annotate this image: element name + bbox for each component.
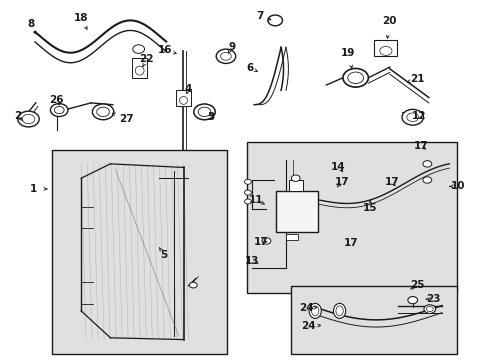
Text: 2: 2: [14, 111, 21, 121]
Bar: [246, 142, 456, 293]
Text: 17: 17: [253, 237, 268, 247]
Text: 4: 4: [184, 84, 192, 94]
Circle shape: [262, 238, 270, 244]
Text: 6: 6: [246, 63, 253, 73]
Circle shape: [267, 15, 282, 26]
Text: 13: 13: [244, 256, 259, 266]
Text: 9: 9: [228, 42, 235, 51]
Ellipse shape: [308, 303, 321, 319]
Text: 25: 25: [409, 280, 424, 290]
Text: 18: 18: [74, 13, 88, 23]
Circle shape: [18, 111, 39, 127]
Text: 23: 23: [426, 294, 440, 304]
Text: 24: 24: [299, 303, 314, 314]
Circle shape: [189, 282, 197, 288]
Ellipse shape: [333, 303, 345, 319]
Text: 17: 17: [343, 238, 357, 248]
Ellipse shape: [270, 18, 280, 23]
Circle shape: [342, 68, 367, 87]
Text: 1: 1: [30, 184, 38, 194]
Bar: [290, 286, 456, 354]
Text: 20: 20: [382, 17, 396, 27]
Text: 5: 5: [160, 249, 167, 260]
Circle shape: [50, 104, 68, 117]
Circle shape: [291, 175, 300, 181]
Bar: [52, 149, 227, 354]
Circle shape: [133, 45, 144, 53]
Circle shape: [244, 199, 251, 204]
Ellipse shape: [379, 46, 391, 55]
Bar: [132, 58, 147, 78]
Circle shape: [97, 107, 109, 117]
Bar: [373, 40, 396, 56]
Text: 21: 21: [409, 74, 424, 84]
Text: 17: 17: [334, 177, 348, 187]
Circle shape: [22, 114, 35, 124]
Bar: [276, 191, 317, 232]
Text: 17: 17: [384, 177, 398, 187]
Ellipse shape: [311, 306, 318, 316]
Text: 14: 14: [330, 162, 345, 172]
Circle shape: [54, 107, 64, 114]
Circle shape: [422, 177, 431, 183]
Text: 19: 19: [340, 48, 354, 58]
Text: 22: 22: [139, 54, 153, 64]
Text: 11: 11: [248, 195, 263, 205]
Circle shape: [193, 104, 215, 120]
Circle shape: [406, 113, 418, 122]
Circle shape: [426, 307, 432, 312]
Circle shape: [423, 305, 435, 314]
Text: 3: 3: [207, 112, 215, 122]
Text: 10: 10: [450, 181, 465, 192]
Bar: [285, 234, 298, 240]
Ellipse shape: [179, 96, 187, 104]
Text: 12: 12: [411, 111, 426, 121]
Circle shape: [407, 297, 417, 304]
Circle shape: [244, 190, 251, 195]
Text: 17: 17: [413, 141, 427, 151]
Text: 24: 24: [301, 321, 316, 331]
Text: 8: 8: [27, 19, 35, 29]
Ellipse shape: [135, 66, 144, 75]
Circle shape: [422, 161, 431, 167]
Bar: [288, 180, 303, 191]
Circle shape: [216, 49, 235, 63]
Text: 15: 15: [362, 203, 377, 213]
Text: 27: 27: [119, 114, 134, 124]
Circle shape: [220, 52, 231, 60]
Circle shape: [198, 107, 210, 117]
Circle shape: [347, 72, 363, 84]
Circle shape: [92, 104, 114, 120]
Text: 16: 16: [158, 45, 172, 55]
Bar: [176, 90, 190, 107]
Circle shape: [401, 109, 423, 125]
Text: 7: 7: [256, 11, 263, 21]
Text: 26: 26: [49, 95, 64, 105]
Ellipse shape: [335, 306, 343, 316]
Circle shape: [244, 179, 251, 184]
